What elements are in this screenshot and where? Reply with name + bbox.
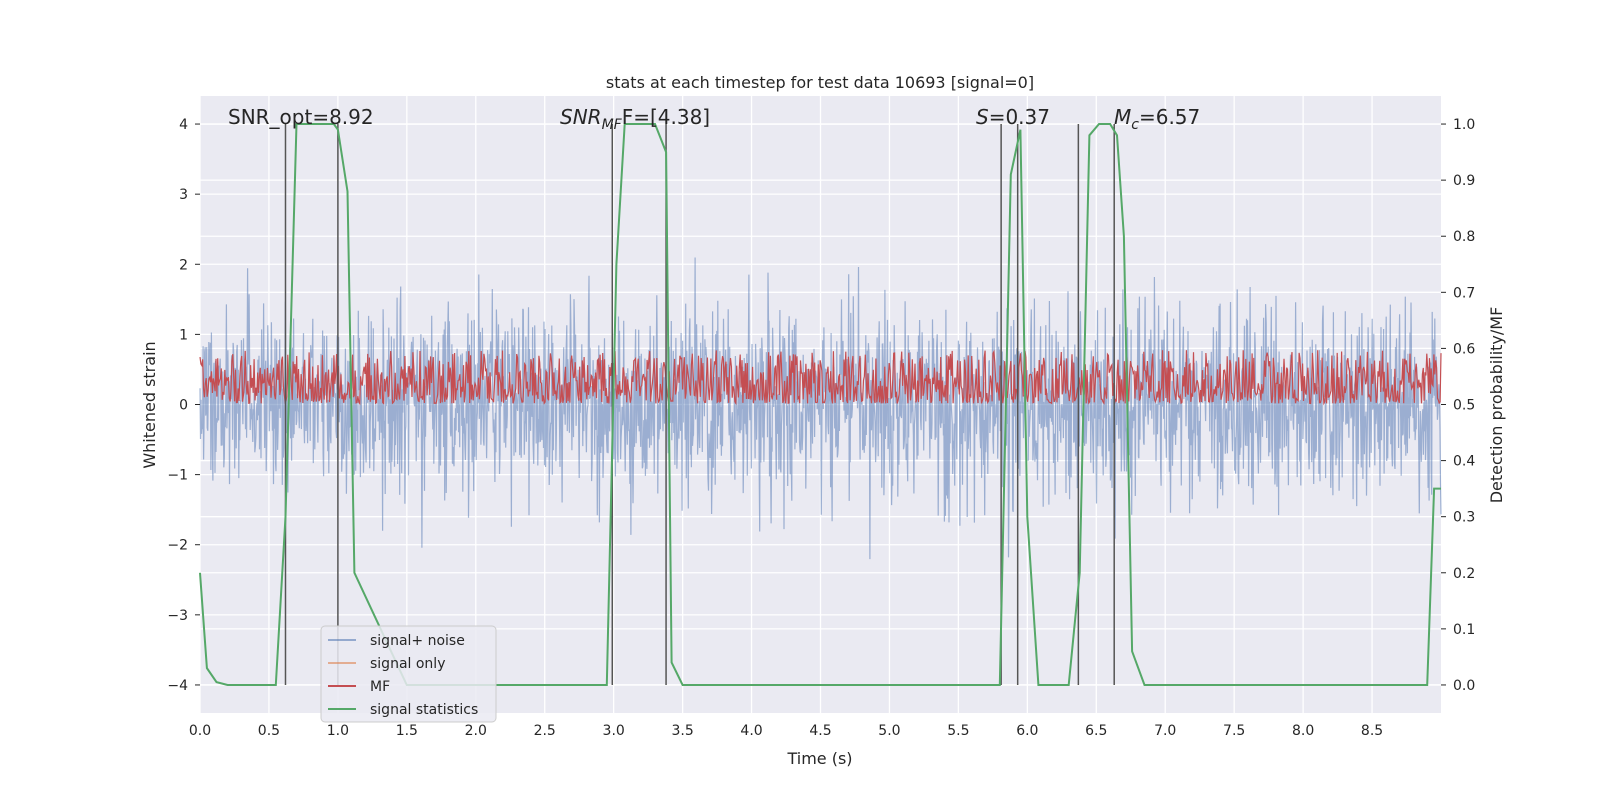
x-tick-label: 0.0 — [189, 723, 211, 739]
x-tick-label: 1.0 — [327, 723, 349, 739]
y2-axis-label: Detection probability/MF — [1487, 307, 1506, 504]
x-tick-label: 3.5 — [671, 723, 693, 739]
x-tick-label: 8.0 — [1292, 723, 1314, 739]
y-tick-label: 2 — [179, 257, 188, 273]
y2-tick-label: 0.3 — [1453, 510, 1475, 526]
x-tick-label: 1.5 — [396, 723, 418, 739]
annotation-mc-main: M — [1114, 105, 1131, 129]
x-tick-label: 7.5 — [1223, 723, 1245, 739]
mf-line — [199, 349, 1442, 406]
y-tick-label: −2 — [167, 538, 188, 554]
x-tick-label: 5.0 — [878, 723, 900, 739]
x-tick-label: 4.0 — [740, 723, 762, 739]
y2-tick-label: 0.5 — [1453, 398, 1475, 414]
chart-title: stats at each timestep for test data 106… — [606, 73, 1034, 92]
mf-series — [199, 349, 1442, 406]
x-tick-label: 5.5 — [947, 723, 969, 739]
x-tick-label: 8.5 — [1361, 723, 1383, 739]
y-tick-label: 0 — [179, 398, 188, 414]
x-tick-label: 2.0 — [465, 723, 487, 739]
x-tick-label: 2.5 — [534, 723, 556, 739]
y-tick-label: 1 — [179, 327, 188, 343]
y-tick-label: −3 — [167, 608, 188, 624]
y2-tick-label: 0.9 — [1453, 173, 1475, 189]
legend-label-mf: MF — [370, 679, 390, 695]
signal-statistics-line — [199, 123, 1441, 686]
annotation-mc-sub: c — [1131, 117, 1139, 133]
legend-box — [320, 625, 497, 723]
annotation-snr-mf-rest: F=[4.38] — [622, 105, 710, 129]
y2-tick-label: 0.8 — [1453, 229, 1475, 245]
y2-tick-label: 0.6 — [1453, 341, 1475, 357]
x-axis: 0.0 0.5 1.0 1.5 2.0 2.5 3.0 3.5 4.0 4.5 5.0 5.5 6.0 6… — [189, 723, 1383, 739]
x-tick-label: 6.0 — [1016, 723, 1038, 739]
legend-label-signal-noise: signal+ noise — [370, 633, 465, 649]
signal-noise-line — [199, 257, 1442, 560]
annotation-mc: Mc=6.57 — [1114, 105, 1200, 133]
y-axis-right: 0.0 0.1 0.2 0.3 0.4 0.5 0.6 0.7 0.8 0.9 1.0 — [1441, 117, 1475, 694]
annotation-s-main: S — [976, 105, 989, 129]
y2-tick-label: 0.4 — [1453, 454, 1475, 470]
signal-noise-series — [199, 257, 1442, 560]
x-tick-label: 3.0 — [603, 723, 625, 739]
legend: signal+ noise signal only MF signal stat… — [320, 625, 497, 723]
x-tick-label: 6.5 — [1085, 723, 1107, 739]
y2-tick-label: 0.0 — [1453, 678, 1475, 694]
annotation-snr-mf-main: SNR — [560, 105, 602, 129]
annotation-snr-opt: SNR_opt=8.92 — [228, 105, 374, 129]
annotation-s: S=0.37 — [976, 105, 1050, 129]
annotation-snr-mf: SNRMFF=[4.38] — [560, 105, 710, 133]
legend-label-signal-statistics: signal statistics — [370, 702, 478, 718]
y-axis-label: Whitened strain — [140, 341, 159, 468]
x-tick-label: 7.0 — [1154, 723, 1176, 739]
y2-tick-label: 0.1 — [1453, 622, 1475, 638]
annotation-mc-rest: =6.57 — [1139, 105, 1200, 129]
y-tick-label: −1 — [167, 468, 188, 484]
y-tick-label: 4 — [179, 117, 188, 133]
y-axis-left: −4 −3 −2 −1 0 1 2 3 4 — [167, 117, 200, 694]
y2-tick-label: 0.7 — [1453, 285, 1475, 301]
y-tick-label: −4 — [167, 678, 188, 694]
x-tick-label: 4.5 — [809, 723, 831, 739]
x-tick-label: 0.5 — [258, 723, 280, 739]
legend-label-signal-only: signal only — [370, 656, 445, 672]
vertical-markers — [284, 124, 1115, 685]
y2-tick-label: 1.0 — [1453, 117, 1475, 133]
x-axis-label: Time (s) — [786, 749, 852, 768]
signal-statistics-series — [199, 123, 1441, 686]
annotation-s-rest: =0.37 — [989, 105, 1050, 129]
y2-tick-label: 0.2 — [1453, 566, 1475, 582]
y-tick-label: 3 — [179, 187, 188, 203]
annotation-snr-mf-sub: MF — [602, 117, 623, 133]
